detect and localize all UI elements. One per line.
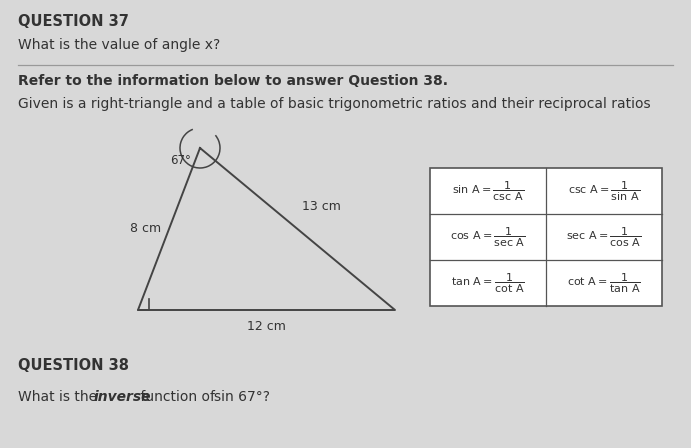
Text: $\mathregular{csc\ A} = \dfrac{1}{\mathregular{sin\ A}}$: $\mathregular{csc\ A} = \dfrac{1}{\mathr… (568, 179, 640, 203)
Text: QUESTION 38: QUESTION 38 (18, 358, 129, 373)
Text: What is the: What is the (18, 390, 102, 404)
Text: What is the value of angle x?: What is the value of angle x? (18, 38, 220, 52)
Text: 8 cm: 8 cm (130, 223, 161, 236)
Text: $\mathregular{tan\ A} = \dfrac{1}{\mathregular{cot\ A}}$: $\mathregular{tan\ A} = \dfrac{1}{\mathr… (451, 271, 524, 295)
Text: $\mathregular{sec\ A} = \dfrac{1}{\mathregular{cos\ A}}$: $\mathregular{sec\ A} = \dfrac{1}{\mathr… (566, 225, 642, 249)
Text: Given is a right-triangle and a table of basic trigonometric ratios and their re: Given is a right-triangle and a table of… (18, 97, 651, 111)
Text: 67°: 67° (170, 154, 191, 167)
Text: $\mathregular{cot\ A} = \dfrac{1}{\mathregular{tan\ A}}$: $\mathregular{cot\ A} = \dfrac{1}{\mathr… (567, 271, 641, 295)
Text: $\mathregular{sin\ A} = \dfrac{1}{\mathregular{csc\ A}}$: $\mathregular{sin\ A} = \dfrac{1}{\mathr… (452, 179, 524, 203)
Text: sin 67°?: sin 67°? (214, 390, 270, 404)
Text: QUESTION 37: QUESTION 37 (18, 14, 129, 29)
Text: $\mathregular{cos\ A} = \dfrac{1}{\mathregular{sec\ A}}$: $\mathregular{cos\ A} = \dfrac{1}{\mathr… (451, 225, 526, 249)
Bar (430, 168, 662, 306)
Text: 13 cm: 13 cm (303, 200, 341, 213)
Text: Refer to the information below to answer Question 38.: Refer to the information below to answer… (18, 74, 448, 88)
Text: 12 cm: 12 cm (247, 320, 286, 333)
Text: function of: function of (136, 390, 219, 404)
Text: inverse: inverse (94, 390, 151, 404)
